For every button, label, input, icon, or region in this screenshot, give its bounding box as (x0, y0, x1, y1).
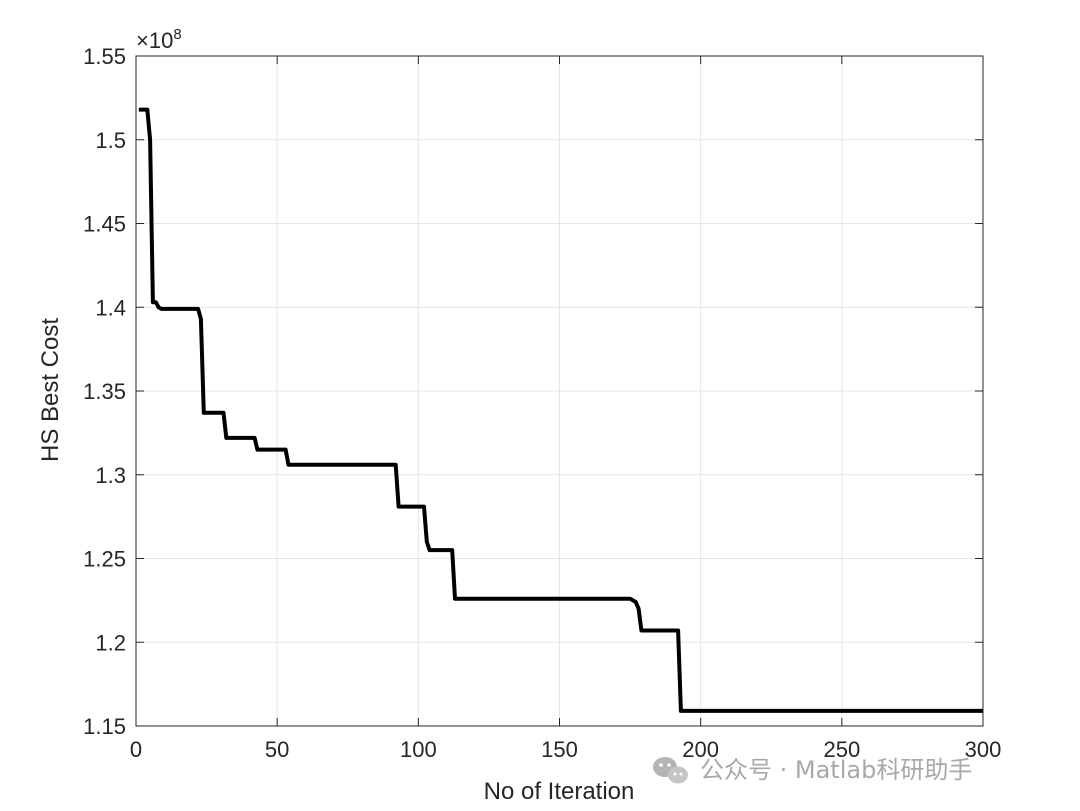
x-tick-label: 150 (541, 737, 578, 762)
x-tick-label: 50 (265, 737, 289, 762)
exponent-base: ×10 (136, 28, 173, 53)
x-axis-label: No of Iteration (484, 778, 635, 805)
y-tick-label: 1.15 (83, 714, 126, 739)
y-axis-exponent: ×108 (136, 26, 182, 53)
watermark-text: 公众号 · Matlab科研助手 (700, 756, 972, 784)
y-tick-label: 1.4 (95, 295, 126, 320)
y-tick-label: 1.55 (83, 44, 126, 69)
y-tick-label: 1.35 (83, 379, 126, 404)
x-tick-label: 100 (400, 737, 437, 762)
x-tick-labels: 0 50 100 150 200 250 300 (130, 737, 1001, 762)
y-tick-label: 1.2 (95, 630, 126, 655)
exponent-power: 8 (173, 26, 181, 43)
y-tick-label: 1.3 (95, 463, 126, 488)
y-tick-label: 1.25 (83, 547, 126, 572)
y-tick-labels: 1.15 1.2 1.25 1.3 1.35 1.4 1.45 1.5 1.55 (83, 44, 126, 739)
x-tick-label: 300 (965, 737, 1002, 762)
x-tick-label: 200 (682, 737, 719, 762)
grid-lines (135, 55, 984, 727)
watermark: 公众号 · Matlab科研助手 (653, 756, 972, 784)
y-tick-label: 1.5 (95, 128, 126, 153)
wechat-icon (653, 757, 688, 784)
y-axis-label: HS Best Cost (37, 318, 64, 462)
y-tick-label: 1.45 (83, 212, 126, 237)
plot-area-frame (135, 55, 984, 727)
x-tick-label: 0 (130, 737, 142, 762)
x-tick-label: 250 (823, 737, 860, 762)
series-line (138, 107, 983, 713)
